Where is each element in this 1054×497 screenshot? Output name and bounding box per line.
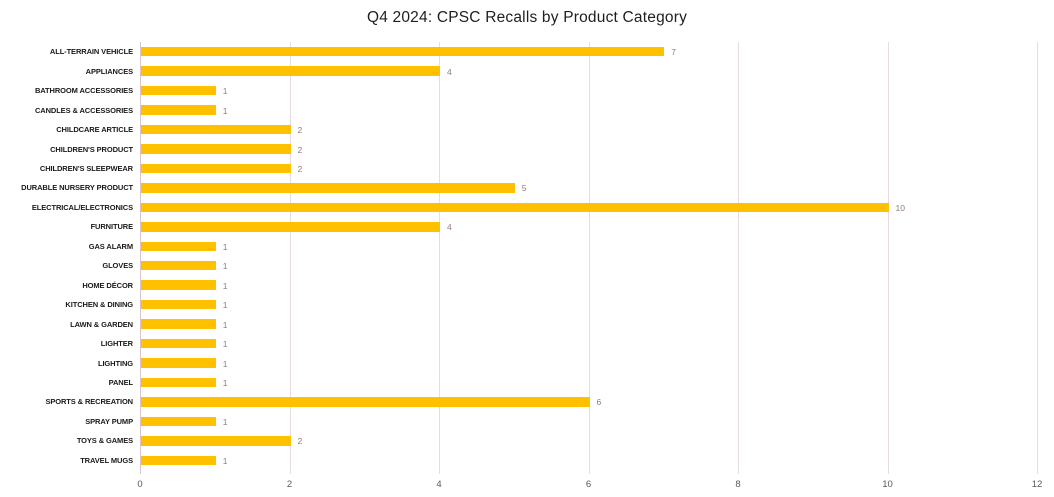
value-label: 2 — [297, 144, 303, 155]
bar — [141, 299, 216, 310]
category-label: SPRAY PUMP — [85, 416, 133, 426]
category-label: TRAVEL MUGS — [80, 455, 133, 465]
bar — [141, 241, 216, 252]
value-label: 1 — [222, 280, 228, 291]
category-label: TOYS & GAMES — [76, 436, 133, 446]
bar — [141, 66, 440, 76]
chart-title: Q4 2024: CPSC Recalls by Product Categor… — [366, 9, 688, 26]
x-tick-label: 10 — [882, 479, 893, 490]
value-label: 1 — [222, 105, 228, 116]
bar — [141, 105, 216, 115]
category-label: SPORTS & RECREATION — [45, 397, 133, 407]
value-label: 1 — [222, 86, 228, 97]
bar — [141, 436, 291, 446]
category-label: HOME DÉCOR — [82, 280, 133, 290]
value-label: 2 — [297, 436, 303, 447]
category-label: BATHROOM ACCESSORIES — [34, 86, 133, 96]
value-label: 1 — [222, 339, 228, 350]
value-label: 1 — [222, 241, 228, 252]
category-label: GLOVES — [102, 261, 133, 271]
gridline — [439, 42, 440, 474]
value-label: 4 — [447, 222, 452, 233]
gridline — [289, 42, 291, 474]
category-label: APPLIANCES — [85, 66, 133, 76]
bar — [141, 280, 216, 290]
bar — [141, 358, 216, 368]
value-label: 1 — [222, 416, 228, 427]
bar — [141, 144, 291, 154]
bar — [141, 338, 216, 349]
category-label: CHILDCARE ARTICLE — [56, 125, 133, 135]
x-tick-label: 6 — [585, 479, 592, 490]
value-label: 5 — [521, 183, 527, 194]
x-tick-label: 8 — [735, 479, 741, 490]
bar — [141, 416, 216, 427]
category-label: CHILDREN'S SLEEPWEAR — [39, 163, 133, 173]
bar — [141, 455, 216, 466]
x-tick-label: 4 — [436, 479, 442, 490]
category-label: PANEL — [108, 377, 133, 387]
value-label: 1 — [222, 358, 228, 369]
x-tick-label: 0 — [137, 479, 143, 490]
bar — [141, 183, 515, 193]
y-axis-line — [140, 42, 141, 474]
bar — [141, 319, 216, 329]
category-label: FURNITURE — [90, 222, 134, 232]
value-label: 2 — [297, 163, 303, 174]
value-label: 1 — [222, 377, 228, 388]
value-label: 7 — [671, 47, 676, 58]
gridline — [738, 42, 739, 474]
category-label: ELECTRICAL/ELECTRONICS — [31, 202, 133, 212]
category-label: ALL-TERRAIN VEHICLE — [49, 47, 133, 57]
bar — [141, 85, 216, 96]
bar — [141, 124, 291, 135]
bar — [141, 260, 216, 271]
bar — [141, 46, 665, 57]
gridline — [887, 42, 889, 474]
value-label: 1 — [222, 261, 228, 272]
value-label: 1 — [222, 319, 228, 330]
value-label: 10 — [895, 202, 905, 213]
category-label: LIGHTING — [97, 358, 133, 368]
value-label: 4 — [447, 66, 452, 77]
value-label: 1 — [222, 300, 228, 311]
gridline — [1037, 42, 1038, 474]
category-label: CHILDREN'S PRODUCT — [50, 144, 133, 154]
value-label: 1 — [222, 455, 228, 466]
bar — [141, 377, 216, 388]
x-tick-label: 12 — [1031, 479, 1043, 490]
bar — [141, 397, 590, 407]
category-label: KITCHEN & DINING — [65, 300, 133, 310]
value-label: 2 — [297, 125, 303, 136]
gridline — [588, 42, 590, 474]
category-label: GAS ALARM — [88, 241, 133, 251]
bar — [141, 202, 889, 213]
category-label: DURABLE NURSERY PRODUCT — [21, 183, 133, 193]
x-tick-label: 2 — [286, 479, 293, 490]
category-label: LAWN & GARDEN — [70, 319, 133, 329]
value-label: 6 — [596, 397, 602, 408]
bar — [141, 222, 440, 232]
category-label: CANDLES & ACCESSORIES — [34, 105, 133, 115]
category-label: LIGHTER — [100, 339, 133, 349]
bar — [141, 163, 291, 174]
